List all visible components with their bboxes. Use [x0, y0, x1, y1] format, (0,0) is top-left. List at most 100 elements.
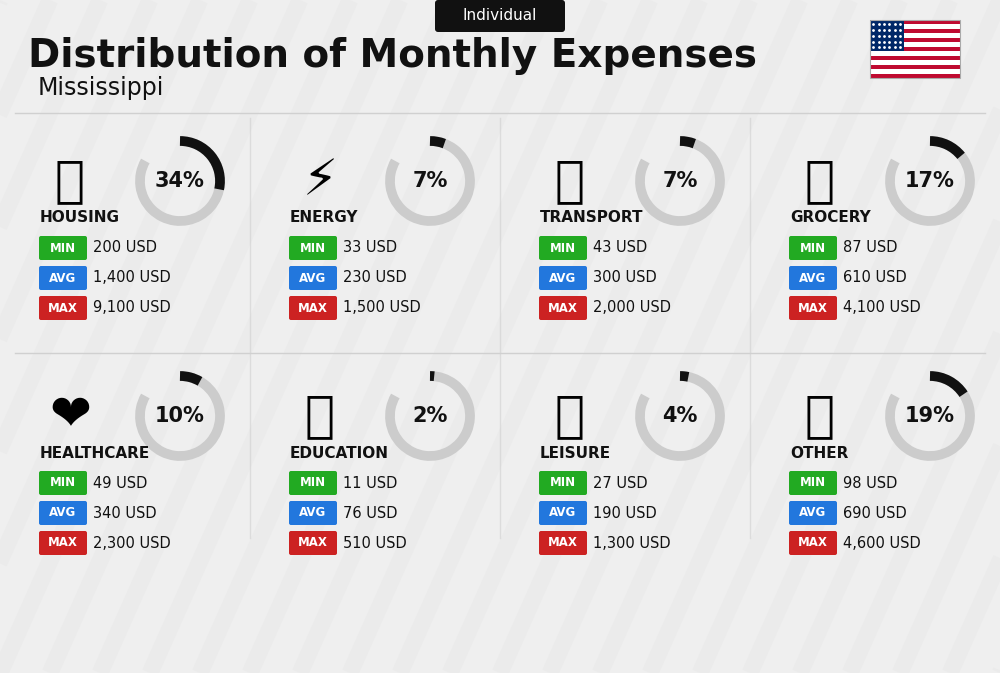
Text: MIN: MIN	[50, 476, 76, 489]
Text: 👜: 👜	[805, 392, 835, 440]
FancyBboxPatch shape	[539, 471, 587, 495]
Text: 190 USD: 190 USD	[593, 505, 657, 520]
FancyBboxPatch shape	[39, 296, 87, 320]
Bar	[870, 24, 960, 29]
Text: 10%: 10%	[155, 406, 205, 426]
Text: 610 USD: 610 USD	[843, 271, 907, 285]
Text: MIN: MIN	[800, 242, 826, 254]
FancyBboxPatch shape	[789, 501, 837, 525]
Text: 4,600 USD: 4,600 USD	[843, 536, 921, 551]
Text: MAX: MAX	[798, 302, 828, 314]
Text: 76 USD: 76 USD	[343, 505, 398, 520]
Text: MAX: MAX	[298, 302, 328, 314]
Text: MIN: MIN	[550, 242, 576, 254]
Bar	[870, 42, 960, 46]
Text: 49 USD: 49 USD	[93, 476, 147, 491]
FancyBboxPatch shape	[539, 236, 587, 260]
Text: 🏗: 🏗	[55, 157, 85, 205]
Text: MIN: MIN	[50, 242, 76, 254]
Bar	[870, 29, 960, 34]
Text: 17%: 17%	[905, 171, 955, 191]
Text: 33 USD: 33 USD	[343, 240, 397, 256]
FancyBboxPatch shape	[289, 236, 337, 260]
Bar	[870, 20, 960, 24]
Text: OTHER: OTHER	[790, 446, 848, 460]
Text: AVG: AVG	[549, 271, 577, 285]
Text: TRANSPORT: TRANSPORT	[540, 211, 644, 225]
Text: 7%: 7%	[662, 171, 698, 191]
FancyBboxPatch shape	[39, 531, 87, 555]
FancyBboxPatch shape	[289, 266, 337, 290]
Text: 2,300 USD: 2,300 USD	[93, 536, 171, 551]
Text: MIN: MIN	[800, 476, 826, 489]
Text: MIN: MIN	[300, 242, 326, 254]
Bar	[870, 34, 960, 38]
Text: 11 USD: 11 USD	[343, 476, 397, 491]
Text: HEALTHCARE: HEALTHCARE	[40, 446, 150, 460]
Text: MAX: MAX	[798, 536, 828, 549]
Text: MIN: MIN	[300, 476, 326, 489]
FancyBboxPatch shape	[789, 531, 837, 555]
Text: MAX: MAX	[548, 302, 578, 314]
Text: AVG: AVG	[49, 271, 77, 285]
Text: MAX: MAX	[48, 302, 78, 314]
Bar	[870, 56, 960, 60]
Text: 🛍: 🛍	[555, 392, 585, 440]
FancyBboxPatch shape	[789, 266, 837, 290]
Text: AVG: AVG	[799, 507, 827, 520]
Text: 7%: 7%	[412, 171, 448, 191]
Text: 2,000 USD: 2,000 USD	[593, 301, 671, 316]
Text: 200 USD: 200 USD	[93, 240, 157, 256]
Text: 230 USD: 230 USD	[343, 271, 407, 285]
FancyBboxPatch shape	[789, 471, 837, 495]
Text: 1,300 USD: 1,300 USD	[593, 536, 671, 551]
Bar	[870, 51, 960, 56]
Text: AVG: AVG	[49, 507, 77, 520]
FancyBboxPatch shape	[39, 501, 87, 525]
Text: 43 USD: 43 USD	[593, 240, 647, 256]
Text: ❤: ❤	[49, 392, 91, 440]
Text: 690 USD: 690 USD	[843, 505, 907, 520]
Bar	[870, 20, 960, 78]
Text: 4%: 4%	[662, 406, 698, 426]
Text: 510 USD: 510 USD	[343, 536, 407, 551]
Text: 300 USD: 300 USD	[593, 271, 657, 285]
Text: Mississippi: Mississippi	[38, 76, 164, 100]
Bar	[870, 20, 904, 51]
Text: 9,100 USD: 9,100 USD	[93, 301, 171, 316]
Bar	[870, 46, 960, 51]
Text: 🚌: 🚌	[555, 157, 585, 205]
Text: MAX: MAX	[298, 536, 328, 549]
Text: ENERGY: ENERGY	[290, 211, 358, 225]
Text: MAX: MAX	[48, 536, 78, 549]
FancyBboxPatch shape	[39, 236, 87, 260]
FancyBboxPatch shape	[539, 531, 587, 555]
FancyBboxPatch shape	[289, 501, 337, 525]
Text: AVG: AVG	[549, 507, 577, 520]
FancyBboxPatch shape	[539, 501, 587, 525]
Text: EDUCATION: EDUCATION	[290, 446, 389, 460]
FancyBboxPatch shape	[39, 266, 87, 290]
Bar	[870, 73, 960, 78]
Text: ⚡: ⚡	[302, 157, 338, 205]
Text: 1,500 USD: 1,500 USD	[343, 301, 421, 316]
Text: 4,100 USD: 4,100 USD	[843, 301, 921, 316]
Text: 19%: 19%	[905, 406, 955, 426]
Bar	[870, 69, 960, 73]
Text: 34%: 34%	[155, 171, 205, 191]
FancyBboxPatch shape	[39, 471, 87, 495]
Text: 87 USD: 87 USD	[843, 240, 898, 256]
FancyBboxPatch shape	[289, 531, 337, 555]
Text: 1,400 USD: 1,400 USD	[93, 271, 171, 285]
Text: Distribution of Monthly Expenses: Distribution of Monthly Expenses	[28, 37, 757, 75]
Bar	[870, 65, 960, 69]
Text: 340 USD: 340 USD	[93, 505, 157, 520]
Text: Individual: Individual	[463, 9, 537, 24]
Text: AVG: AVG	[299, 271, 327, 285]
Text: HOUSING: HOUSING	[40, 211, 120, 225]
Text: 🛍: 🛍	[805, 157, 835, 205]
Text: MIN: MIN	[550, 476, 576, 489]
Text: 🎓: 🎓	[305, 392, 335, 440]
FancyBboxPatch shape	[789, 296, 837, 320]
Bar	[870, 60, 960, 65]
